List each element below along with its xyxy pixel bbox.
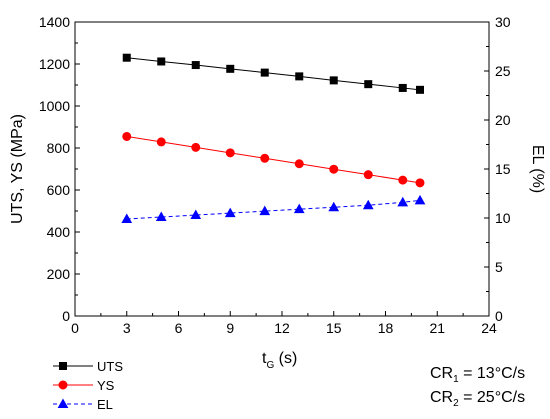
- data-point-el: [224, 207, 236, 218]
- data-point-uts: [157, 57, 166, 66]
- x-axis-label-unit: (s): [274, 350, 297, 367]
- data-point-uts: [329, 76, 338, 85]
- y2-tick-label: 15: [495, 161, 511, 177]
- annotation-value: = 13°C/s: [459, 365, 525, 382]
- data-point-ys: [191, 142, 201, 152]
- legend-item-ys: YS: [53, 378, 115, 393]
- y2-tick-label: 25: [495, 63, 511, 79]
- y-tick-label: 600: [47, 182, 71, 198]
- y-tick-label: 1000: [39, 98, 70, 114]
- x-axis-label-sub: G: [266, 360, 274, 371]
- x-axis-label: tG (s): [262, 350, 297, 371]
- data-point-uts: [226, 64, 235, 73]
- y2-tick-label: 0: [495, 308, 503, 324]
- x-tick-label: 24: [481, 320, 497, 336]
- legend-marker-el: [57, 398, 69, 408]
- y-axis-label: UTS, YS (MPa): [9, 114, 26, 224]
- data-point-ys: [122, 131, 132, 141]
- legend-marker-uts: [59, 362, 67, 370]
- data-point-uts: [122, 53, 131, 62]
- x-tick-label: 9: [226, 320, 234, 336]
- legend: UTS YS EL: [53, 359, 123, 412]
- annotation-main: CR: [430, 365, 453, 382]
- y2-tick-label: 5: [495, 259, 503, 275]
- legend-label-ys: YS: [97, 378, 115, 393]
- data-point-el: [190, 209, 202, 220]
- y2-axis-label: EL (%): [529, 145, 546, 193]
- x-axis-label-main: t: [262, 350, 267, 367]
- data-point-ys: [415, 178, 425, 188]
- x-tick-label: 21: [429, 320, 445, 336]
- data-point-el: [414, 194, 426, 205]
- x-tick-label: 6: [175, 320, 183, 336]
- data-point-uts: [364, 80, 373, 89]
- y-tick-label: 200: [47, 266, 71, 282]
- data-point-ys: [225, 148, 235, 158]
- data-point-ys: [363, 170, 373, 180]
- plot-frame: [74, 21, 490, 317]
- data-point-uts: [416, 85, 424, 94]
- y-tick-label: 1400: [39, 14, 70, 30]
- data-point-el: [293, 203, 305, 214]
- data-point-ys: [294, 159, 304, 169]
- legend-item-uts: UTS: [53, 359, 123, 374]
- y2-tick-label: 30: [495, 14, 511, 30]
- data-point-el: [121, 213, 133, 223]
- annotation-main: CR: [430, 389, 453, 406]
- data-point-uts: [191, 61, 200, 70]
- x-tick-label: 12: [274, 320, 290, 336]
- series-line-uts: [126, 57, 421, 91]
- data-point-el: [259, 205, 271, 216]
- y-tick-label: 400: [47, 224, 71, 240]
- x-tick-label: 0: [71, 320, 79, 336]
- data-point-ys: [260, 153, 270, 163]
- data-point-el: [397, 196, 409, 207]
- data-point-el: [155, 211, 167, 222]
- x-tick-label: 3: [123, 320, 131, 336]
- annotation-value: = 25°C/s: [459, 389, 525, 406]
- legend-label-el: EL: [97, 397, 113, 412]
- y2-tick-label: 10: [495, 210, 511, 226]
- data-point-ys: [156, 137, 166, 147]
- annotation-sub: 1: [453, 374, 459, 385]
- annotation-cr2: CR2 = 25°C/s: [430, 389, 525, 409]
- x-tick-label: 18: [378, 320, 394, 336]
- x-tick-label: 15: [326, 320, 342, 336]
- data-point-ys: [329, 164, 339, 174]
- data-point-el: [328, 201, 340, 212]
- annotation-sub: 2: [453, 398, 459, 409]
- data-point-uts: [260, 68, 269, 77]
- annotation-cr1: CR1 = 13°C/s: [430, 365, 525, 385]
- data-point-ys: [398, 175, 408, 185]
- series-line-el: [126, 199, 421, 220]
- data-point-uts: [398, 83, 407, 92]
- data-point-uts: [295, 72, 304, 81]
- y-tick-label: 0: [62, 308, 70, 324]
- y-tick-label: 1200: [39, 56, 70, 72]
- legend-marker-ys: [58, 380, 68, 390]
- y-tick-label: 800: [47, 140, 71, 156]
- series-line-ys: [126, 135, 421, 184]
- data-point-el: [362, 199, 374, 210]
- legend-item-el: EL: [53, 397, 113, 412]
- legend-label-uts: UTS: [97, 359, 123, 374]
- y2-tick-label: 20: [495, 112, 511, 128]
